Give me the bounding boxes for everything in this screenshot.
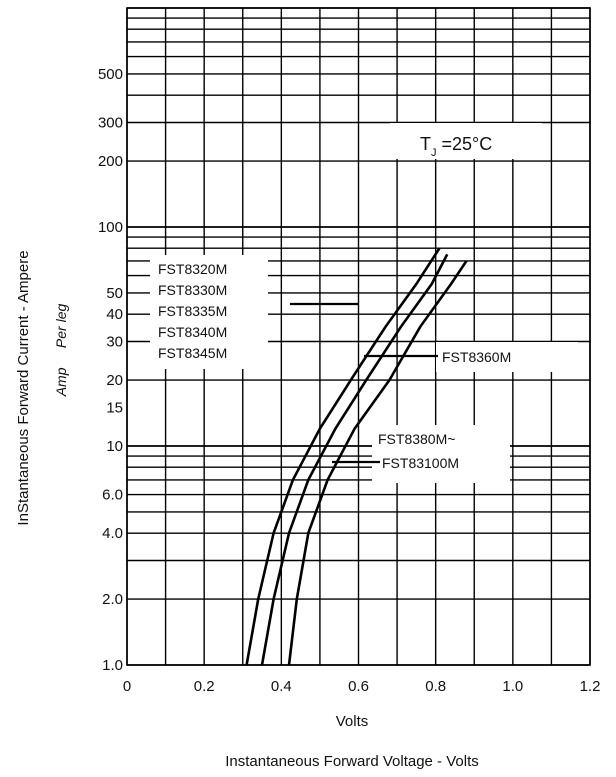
x-axis-title: Volts [336,713,369,730]
label-box-2 [436,342,578,372]
tick-labels: 0 0.2 0.4 0.6 0.8 1.0 1.2 1.0 2.0 4.0 6.0 10 15 20 30 4… [98,66,600,695]
series-curve-1 [245,247,441,666]
series-label-3: FST8380M~ [378,431,455,447]
y-tick-label: 1.0 [102,657,123,674]
series-label-1: FST8330M [158,282,227,298]
y-tick-label: 50 [106,285,123,302]
y-tick-label: 500 [98,66,123,83]
x-tick-label: 1.2 [580,678,601,695]
y-axis-title-secondary: Amp Per leg [53,303,69,397]
y-tick-label: 300 [98,115,123,132]
label-box-3 [372,425,510,483]
series-curve-3 [287,260,468,666]
series-label-2: FST8360M [442,349,511,365]
series-label-1: FST8335M [158,303,227,319]
label-box-1 [150,255,268,369]
svg-text:TJ =25°C: TJ =25°C [420,134,492,159]
series-curve-2 [260,253,449,666]
y-tick-label: 40 [106,306,123,323]
y-tick-label: 100 [98,219,123,236]
x-tick-label: 0.6 [348,678,369,695]
y-axis-title: InStantaneous Forward Current - Ampere [15,250,32,525]
x-tick-label: 0 [123,678,131,695]
plot-frame [126,7,591,666]
curve-labels: FST8320M FST8330M FST8335M FST8340M FST8345M… [150,255,578,483]
y-tick-label: 10 [106,438,123,455]
condition-label: TJ =25°C [390,123,542,159]
y-tick-label: 6.0 [102,487,123,504]
series-label-1: FST8345M [158,345,227,361]
series-label-1: FST8320M [158,261,227,277]
x-axis-title-secondary: Instantaneous Forward Voltage - Volts [225,753,478,770]
y-tick-label: 2.0 [102,591,123,608]
series-label-1: FST8340M [158,324,227,340]
y-tick-label: 20 [106,372,123,389]
x-tick-label: 0.4 [271,678,292,695]
x-tick-label: 0.8 [425,678,446,695]
x-tick-label: 0.2 [194,678,215,695]
x-tick-label: 1.0 [502,678,523,695]
curves [245,247,468,666]
grid [126,7,591,666]
y-tick-label: 30 [106,334,123,351]
y-tick-label: 200 [98,153,123,170]
y-tick-label: 15 [106,399,123,416]
y-tick-label: 4.0 [102,525,123,542]
series-label-3: FST83100M [382,455,459,471]
